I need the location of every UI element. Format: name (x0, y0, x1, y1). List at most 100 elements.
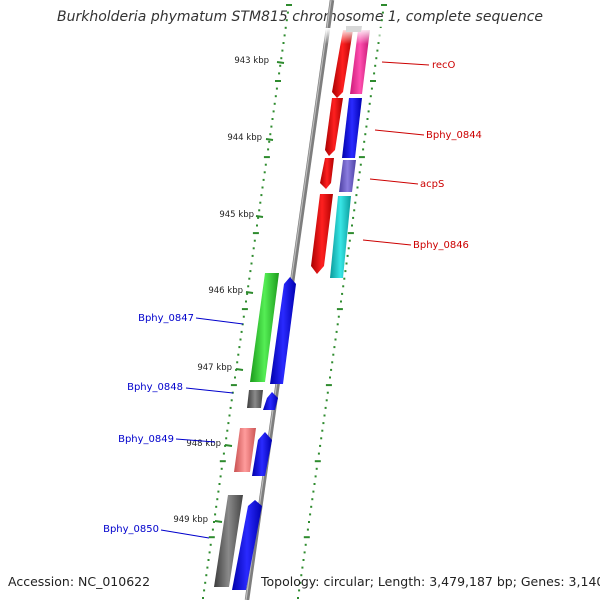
gene-label-0848[interactable]: Bphy_0848 (127, 382, 183, 393)
scale-dot (314, 460, 321, 463)
gene-label-0846[interactable]: Bphy_0846 (413, 240, 469, 251)
gene-box-0848[interactable] (247, 390, 263, 408)
scale-dot (323, 414, 326, 417)
scale-dot (227, 422, 230, 425)
scale-dot (342, 285, 345, 288)
leader-line-0850 (160, 529, 210, 539)
scale-dot (285, 19, 288, 22)
scale-dot (370, 80, 376, 82)
scale-dot (306, 528, 309, 531)
gene-label-0850[interactable]: Bphy_0850 (103, 524, 159, 535)
accession-text: Accession: NC_010622 (8, 574, 151, 589)
scale-dot (286, 11, 289, 14)
gene-label-0847[interactable]: Bphy_0847 (138, 313, 194, 324)
scale-label: 945 kbp (219, 210, 254, 220)
gene-arrow-0846-strand[interactable] (311, 194, 333, 274)
top-fade (300, 28, 390, 44)
scale-dot (356, 186, 359, 189)
scale-dot (238, 346, 241, 349)
scale-dot (253, 239, 256, 242)
scale-dot (325, 384, 332, 387)
gene-box-0844[interactable] (342, 98, 362, 158)
scale-dot (219, 475, 222, 478)
gene-label-recO[interactable]: recO (432, 60, 456, 71)
scale-dot (319, 444, 322, 447)
leader-line-0844 (374, 129, 425, 136)
scale-dot (247, 285, 250, 288)
scale-dot (336, 323, 339, 326)
scale-dot (341, 292, 344, 295)
gene-arrow-0849-strand[interactable] (252, 432, 272, 476)
gene-box-recO[interactable] (350, 30, 370, 94)
gene-arrow-0848-strand[interactable] (263, 392, 278, 410)
scale-dot (315, 467, 318, 470)
scale-dot (208, 551, 211, 554)
scale-dot (225, 437, 228, 440)
scale-dot (299, 581, 302, 584)
scale-major-tick (265, 138, 274, 141)
scale-major-tick (276, 61, 285, 64)
gene-label-acpS[interactable]: acpS (420, 179, 444, 190)
gene-arrow-0850-strand[interactable] (232, 500, 262, 590)
scale-dot (283, 34, 286, 37)
scale-dot (251, 254, 254, 257)
scale-dot (320, 437, 323, 440)
gene-box-acpS[interactable] (339, 160, 356, 192)
scale-track-right (297, 4, 387, 599)
leader-line-0846 (362, 239, 412, 246)
gene-arrow-acpS-strand[interactable] (320, 158, 334, 189)
scale-dot (249, 270, 252, 273)
gene-box-0849[interactable] (234, 428, 256, 472)
scale-dot (230, 399, 233, 402)
scale-dot (374, 64, 377, 67)
scale-dot (312, 490, 315, 493)
scale-label: 943 kbp (234, 56, 269, 66)
scale-dot (268, 140, 271, 143)
leader-line-recO (381, 61, 430, 66)
leader-line-acpS (369, 178, 419, 185)
scale-dot (218, 483, 221, 485)
scale-dot (304, 543, 307, 546)
scale-dot (274, 95, 277, 98)
scale-dot (252, 232, 259, 235)
scale-dot (347, 247, 350, 250)
scale-dot (331, 361, 334, 364)
scale-dot (367, 110, 370, 113)
scale-dot (258, 209, 261, 212)
scale-dot (236, 361, 239, 364)
scale-dot (334, 338, 337, 341)
scale-dot (302, 559, 305, 561)
scale-dot (381, 4, 387, 6)
scale-dot (300, 574, 303, 577)
scale-dot (260, 194, 263, 197)
gene-label-0849[interactable]: Bphy_0849 (118, 434, 174, 445)
scale-dot (366, 118, 369, 120)
scale-dot (241, 308, 248, 311)
scale-dot (358, 171, 361, 174)
scale-dot (209, 543, 212, 546)
scale-dot (314, 475, 317, 478)
scale-dot (380, 19, 383, 22)
scale-dot (222, 452, 225, 455)
scale-dot (345, 262, 348, 265)
leader-line-0848 (185, 387, 234, 394)
scale-dot (203, 589, 206, 592)
gene-label-0844[interactable]: Bphy_0844 (426, 130, 482, 141)
scale-dot (211, 528, 214, 531)
gene-arrow-recO-strand[interactable] (332, 30, 353, 98)
scale-label: 949 kbp (173, 515, 208, 525)
gene-box-0846[interactable] (330, 196, 351, 278)
gene-box-0847[interactable] (250, 273, 279, 382)
scale-dot (226, 429, 229, 432)
gene-arrow-0844-strand[interactable] (325, 98, 343, 156)
scale-dot (205, 574, 208, 577)
scale-dot (281, 49, 284, 52)
scale-dot (286, 4, 292, 6)
scale-major-tick (255, 215, 264, 218)
gene-box-0850[interactable] (214, 495, 243, 587)
scale-label: 946 kbp (208, 286, 243, 296)
scale-dot (257, 216, 260, 219)
gene-arrow-0847-strand[interactable] (270, 277, 296, 384)
scale-label: 948 kbp (186, 439, 221, 449)
